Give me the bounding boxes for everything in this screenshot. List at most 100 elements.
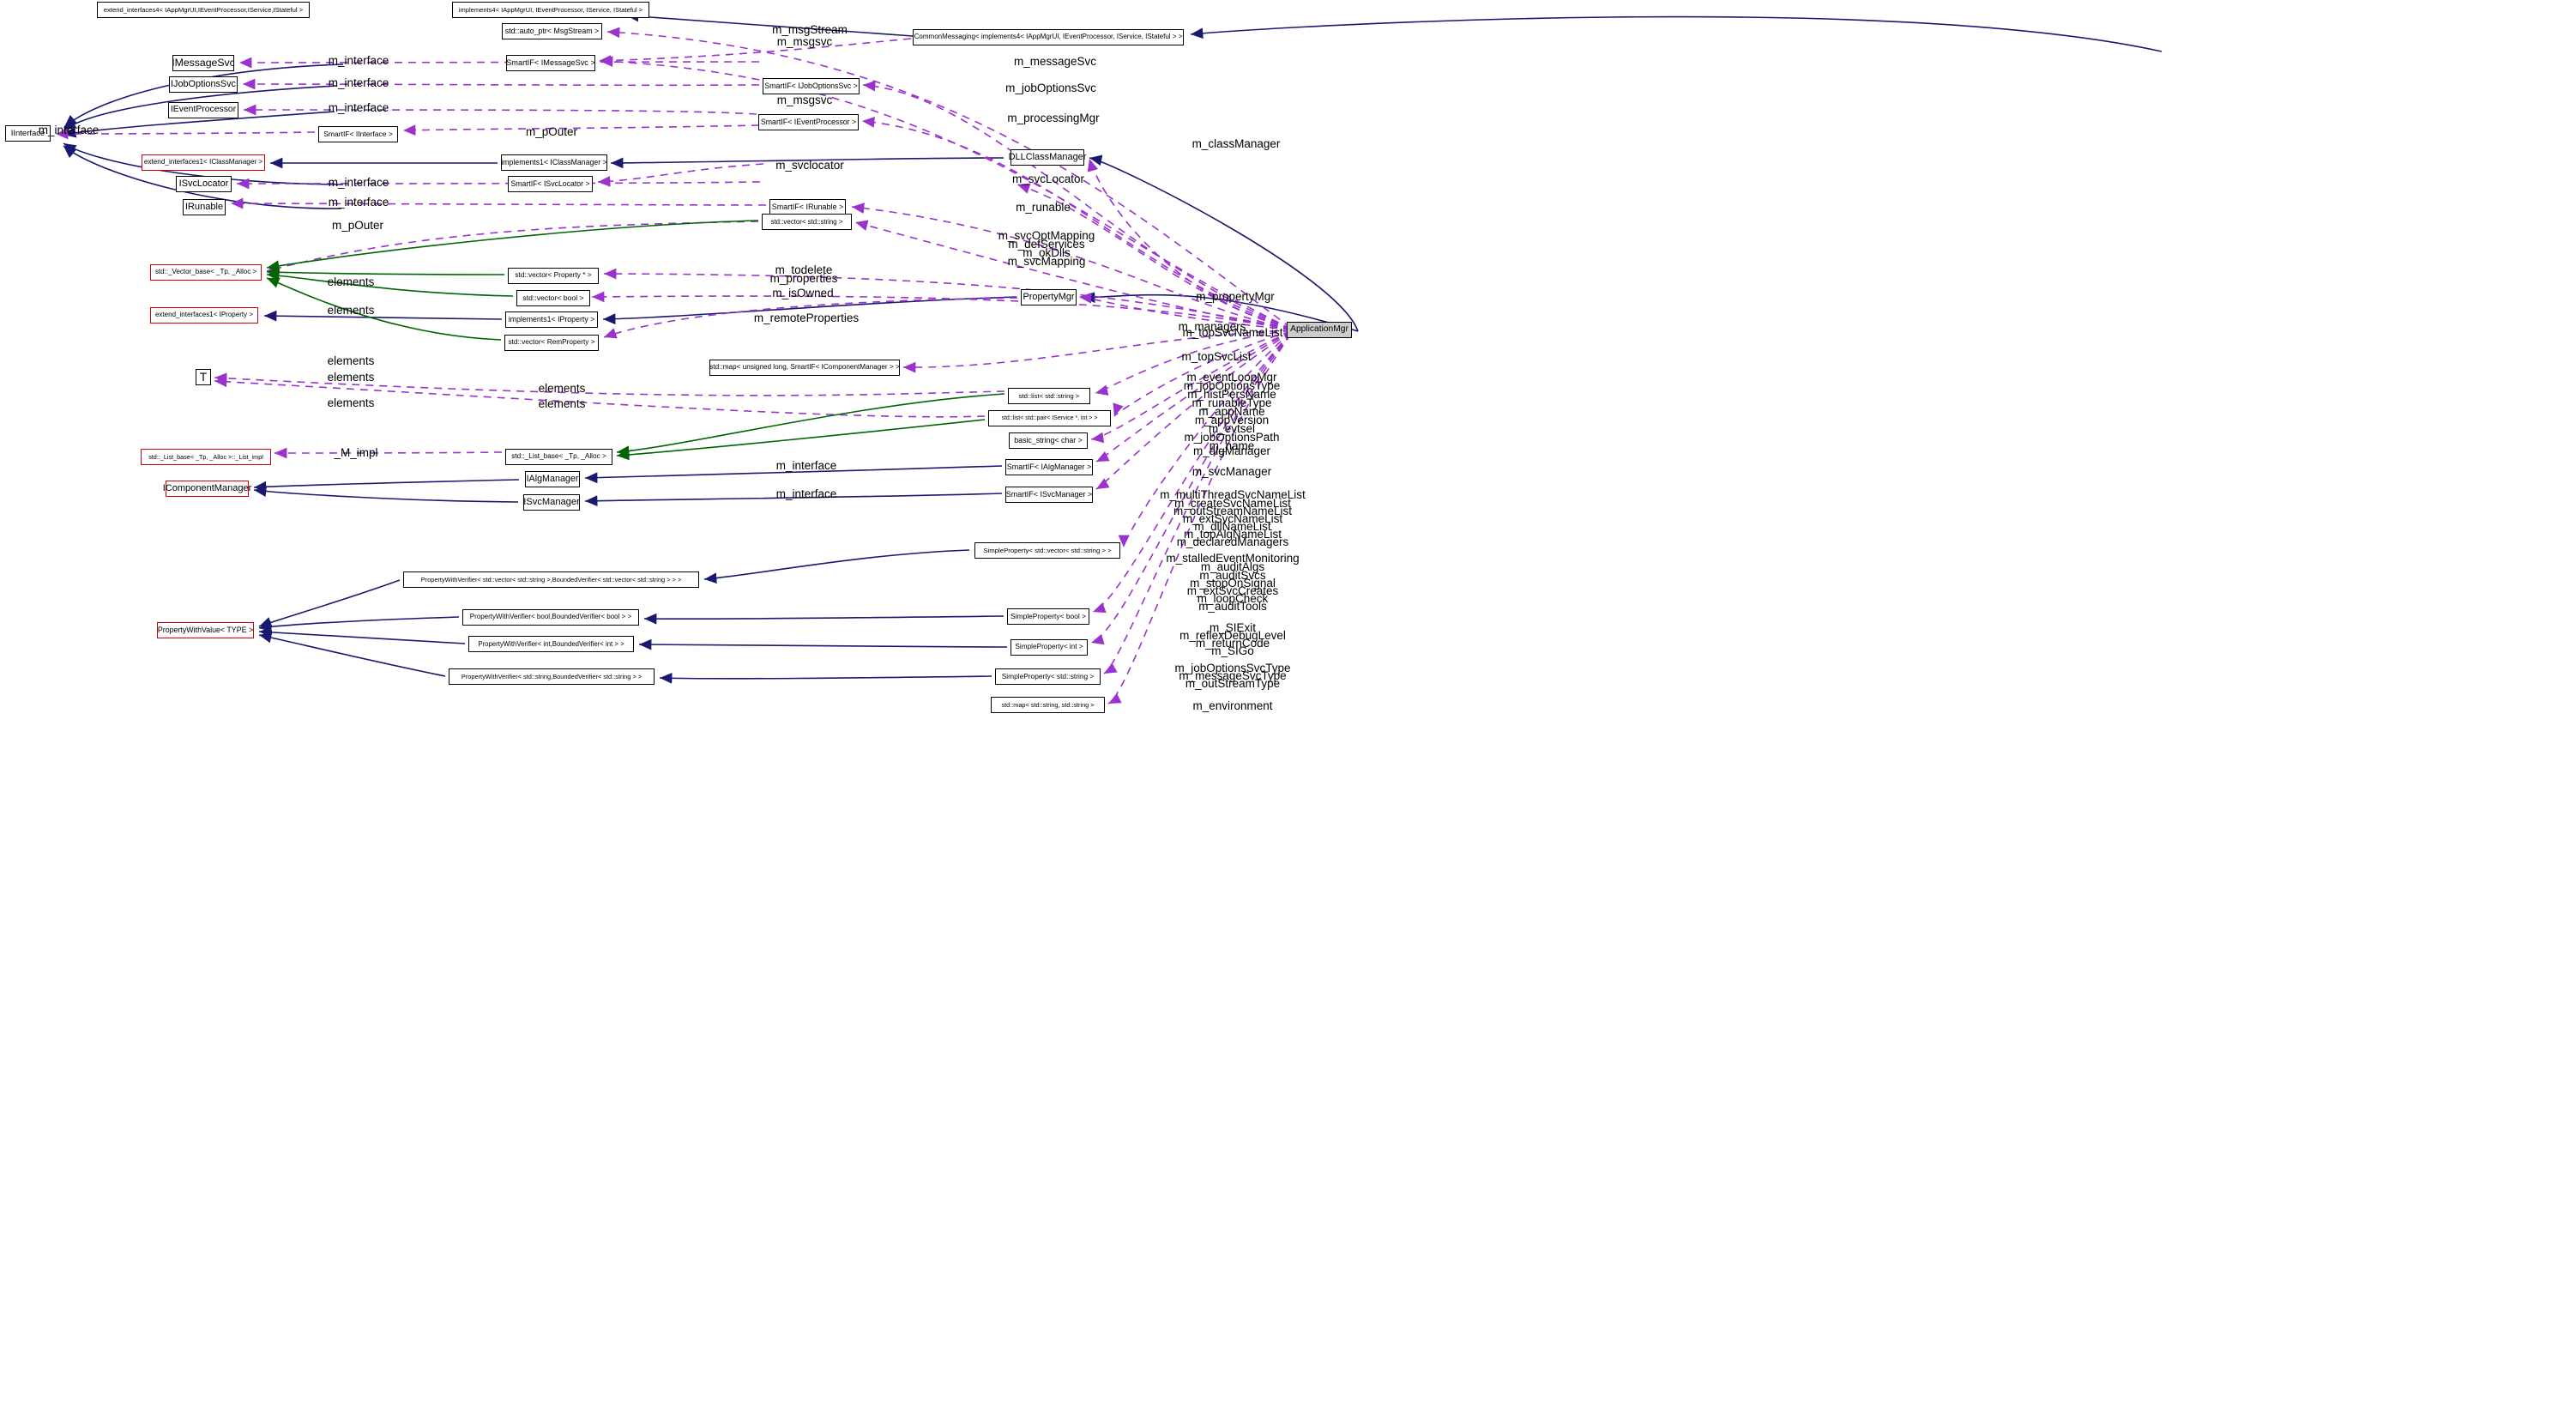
class-node-isvclocator[interactable]: ISvcLocator xyxy=(176,176,232,192)
class-node-pwv_bool[interactable]: PropertyWithVerifier< bool,BoundedVerifi… xyxy=(462,609,639,626)
class-node-smartif_ijoboptionssvc[interactable]: SmartIF< IJobOptionsSvc > xyxy=(763,78,860,94)
class-node-label: implements1< IProperty > xyxy=(508,315,595,324)
class-node-label: implements1< IClassManager > xyxy=(501,158,607,167)
class-node-label: PropertyWithVerifier< std::string,Bounde… xyxy=(461,672,642,680)
class-node-smartif_isvcmanager[interactable]: SmartIF< ISvcManager > xyxy=(1005,487,1093,503)
class-node-label: SmartIF< IRunable > xyxy=(771,203,844,211)
class-node-list_base_impl[interactable]: std::_List_base< _Tp, _Alloc >::_List_im… xyxy=(141,449,271,465)
class-node-isvcmanager[interactable]: ISvcManager xyxy=(523,494,580,511)
edge-label: m_appName xyxy=(1198,405,1265,418)
class-node-basic_string_char[interactable]: basic_string< char > xyxy=(1009,432,1088,449)
class-node-label: SmartIF< IJobOptionsSvc > xyxy=(764,82,858,91)
class-node-map_componentmanager[interactable]: std::map< unsigned long, SmartIF< ICompo… xyxy=(709,360,900,376)
class-node-list_string[interactable]: std::list< std::string > xyxy=(1008,388,1090,404)
class-node-label: PropertyWithVerifier< std::vector< std::… xyxy=(420,575,682,584)
edge-label: m_classManager xyxy=(1191,137,1281,150)
class-node-label: PropertyWithValue< TYPE > xyxy=(157,626,254,635)
class-node-label: PropertyWithVerifier< int,BoundedVerifie… xyxy=(478,639,624,648)
class-node-t_node[interactable]: T xyxy=(196,369,211,385)
class-node-simpleproperty_string[interactable]: SimpleProperty< std::string > xyxy=(995,668,1101,685)
class-node-label: SmartIF< IInterface > xyxy=(323,130,393,139)
class-node-vector_string[interactable]: std::vector< std::string > xyxy=(762,214,852,230)
edge-label: m_propertyMgr xyxy=(1196,290,1275,303)
edge-label: m_interface xyxy=(38,124,100,136)
edge-label: elements xyxy=(327,371,375,384)
class-node-ieventprocessor[interactable]: IEventProcessor xyxy=(168,102,238,118)
class-node-vector_remproperty[interactable]: std::vector< RemProperty > xyxy=(504,335,599,351)
class-node-implements1_iclassmanager[interactable]: implements1< IClassManager > xyxy=(501,154,607,171)
class-node-label: std::vector< RemProperty > xyxy=(508,338,595,347)
class-node-smartif_iinterface[interactable]: SmartIF< IInterface > xyxy=(318,126,398,142)
class-node-propertywithvalue[interactable]: PropertyWithValue< TYPE > xyxy=(157,622,254,638)
class-node-map_string_string[interactable]: std::map< std::string, std::string > xyxy=(991,697,1105,713)
class-node-vector_bool[interactable]: std::vector< bool > xyxy=(516,290,590,306)
edge-label: m_createSvcNameList xyxy=(1174,497,1291,510)
class-node-vector_base[interactable]: std::_Vector_base< _Tp, _Alloc > xyxy=(150,264,262,281)
class-node-applicationmgr[interactable]: ApplicationMgr xyxy=(1287,322,1352,338)
class-node-autoptr_msgstream[interactable]: std::auto_ptr< MsgStream > xyxy=(502,23,602,39)
class-node-label: SimpleProperty< std::vector< std::string… xyxy=(983,546,1112,554)
class-node-list_base[interactable]: std::_List_base< _Tp, _Alloc > xyxy=(505,449,612,465)
edge-label: m_msgStream xyxy=(772,23,848,36)
edge-label: m_svcOptMapping xyxy=(998,229,1095,242)
class-node-smartif_imessagesvc[interactable]: SmartIF< IMessageSvc > xyxy=(506,55,595,71)
class-node-irunable[interactable]: IRunable xyxy=(183,199,226,215)
edge-label: m_svcLocator xyxy=(1011,172,1085,185)
edge-label: m_jobOptionsPath xyxy=(1184,431,1280,444)
class-node-extend_if1_iproperty[interactable]: extend_interfaces1< IProperty > xyxy=(150,307,258,324)
class-node-label: IJobOptionsSvc xyxy=(171,79,236,90)
class-node-pwv_vector_string[interactable]: PropertyWithVerifier< std::vector< std::… xyxy=(403,571,699,588)
class-node-list_pair_iservice_int[interactable]: std::list< std::pair< IService *, int > … xyxy=(988,410,1111,426)
class-node-label: DLLClassManager xyxy=(1008,152,1087,163)
class-node-ialgmanager[interactable]: IAlgManager xyxy=(525,471,580,487)
edge-label: m_histPersName xyxy=(1187,388,1276,401)
class-node-commonmessaging[interactable]: CommonMessaging< implements4< IAppMgrUI,… xyxy=(913,29,1184,45)
class-node-implements1_iproperty[interactable]: implements1< IProperty > xyxy=(505,311,598,328)
edge-label: elements xyxy=(327,396,375,409)
class-node-ijoboptionssvc[interactable]: IJobOptionsSvc xyxy=(169,76,238,93)
class-node-pwv_int[interactable]: PropertyWithVerifier< int,BoundedVerifie… xyxy=(468,636,634,652)
class-node-simpleproperty_vector_string[interactable]: SimpleProperty< std::vector< std::string… xyxy=(974,542,1120,559)
class-node-label: ISvcLocator xyxy=(178,178,229,190)
edge-label: m_svclocator xyxy=(775,159,844,172)
edge-label: m_managers xyxy=(1178,320,1246,333)
edge-label: m_interface xyxy=(328,54,389,67)
class-node-propertymgr[interactable]: PropertyMgr xyxy=(1021,289,1077,305)
edge-label: m_dllNameList xyxy=(1194,520,1271,533)
edge-label: m_declaredManagers xyxy=(1176,535,1289,548)
class-node-smartif_isvclocator[interactable]: SmartIF< ISvcLocator > xyxy=(508,176,593,192)
edge-label: m_interface xyxy=(775,487,837,500)
class-node-extend_if1_iclassmanager[interactable]: extend_interfaces1< IClassManager > xyxy=(142,154,265,171)
edge-label: m_remoteProperties xyxy=(753,311,860,324)
class-node-simpleproperty_bool[interactable]: SimpleProperty< bool > xyxy=(1007,608,1089,625)
class-node-vector_property_ptr[interactable]: std::vector< Property * > xyxy=(508,268,599,284)
class-node-dllclassmanager[interactable]: DLLClassManager xyxy=(1008,149,1087,166)
class-node-pwv_string[interactable]: PropertyWithVerifier< std::string,Bounde… xyxy=(449,668,655,685)
class-node-label: IInterface xyxy=(10,128,45,138)
class-node-imessagesvc[interactable]: IMessageSvc xyxy=(172,55,235,71)
class-node-label: std::list< std::pair< IService *, int > … xyxy=(1001,415,1098,421)
edge-label: m_jobOptionsType xyxy=(1183,379,1281,392)
edge-label: m_messageSvcType xyxy=(1179,669,1287,682)
class-node-icomponentmanager[interactable]: IComponentManager xyxy=(163,481,251,497)
class-node-label: std::_Vector_base< _Tp, _Alloc > xyxy=(154,268,257,276)
class-node-label: SimpleProperty< bool > xyxy=(1010,612,1087,621)
class-node-smartif_ieventprocessor[interactable]: SmartIF< IEventProcessor > xyxy=(758,114,859,130)
edge-label: m_name xyxy=(1209,439,1255,452)
class-node-simpleproperty_int[interactable]: SimpleProperty< int > xyxy=(1010,639,1088,656)
class-node-iinterface[interactable]: IInterface xyxy=(5,125,51,142)
edge-label: m_jobOptionsSvc xyxy=(1005,82,1096,94)
edge-label: elements xyxy=(327,304,375,317)
class-node-implements4[interactable]: implements4< IAppMgrUI, IEventProcessor,… xyxy=(452,2,649,18)
class-node-smartif_ialgmanager[interactable]: SmartIF< IAlgManager > xyxy=(1005,459,1093,475)
edge-label: m_outStreamNameList xyxy=(1173,505,1293,517)
class-node-label: SimpleProperty< std::string > xyxy=(1001,672,1095,681)
class-node-extend_if4[interactable]: extend_interfaces4< IAppMgrUI,IEventProc… xyxy=(97,2,310,18)
edge-label: m_interface xyxy=(775,459,837,472)
edge-label: m_msgsvc xyxy=(776,35,833,48)
edge-label: m_loopCheck xyxy=(1197,592,1269,605)
edge-label: _M_impl xyxy=(334,446,378,459)
class-node-label: std::list< std::string > xyxy=(1018,391,1080,400)
edge-label: m_defServices xyxy=(1008,238,1085,251)
